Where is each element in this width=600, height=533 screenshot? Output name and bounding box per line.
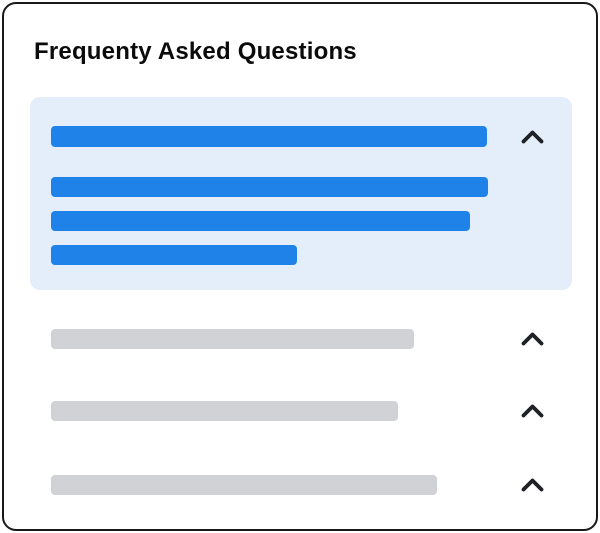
question-skeleton-bar	[51, 126, 487, 147]
faq-item-1-answer	[51, 177, 544, 265]
chevron-up-icon	[521, 130, 544, 144]
chevron-up-icon	[521, 478, 544, 492]
faq-content: Frequenty Asked Questions	[4, 4, 596, 495]
answer-skeleton-bar	[51, 177, 488, 197]
faq-item-3-collapsed[interactable]	[30, 401, 572, 421]
collapse-toggle-button[interactable]	[521, 130, 544, 144]
chevron-up-icon	[521, 404, 544, 418]
question-skeleton-bar	[51, 401, 398, 421]
faq-item-2-collapsed[interactable]	[30, 329, 572, 349]
question-skeleton-bar	[51, 475, 437, 495]
answer-skeleton-bar	[51, 245, 297, 265]
collapse-toggle-button[interactable]	[521, 332, 544, 346]
faq-item-1-header[interactable]	[51, 126, 544, 147]
question-skeleton-bar	[51, 329, 414, 349]
page-title: Frequenty Asked Questions	[34, 38, 357, 65]
faq-item-1-expanded[interactable]	[30, 97, 572, 290]
collapse-toggle-button[interactable]	[521, 404, 544, 418]
faq-item-4-collapsed[interactable]	[30, 475, 572, 495]
chevron-up-icon	[521, 332, 544, 346]
collapse-toggle-button[interactable]	[521, 478, 544, 492]
answer-skeleton-bar	[51, 211, 470, 231]
